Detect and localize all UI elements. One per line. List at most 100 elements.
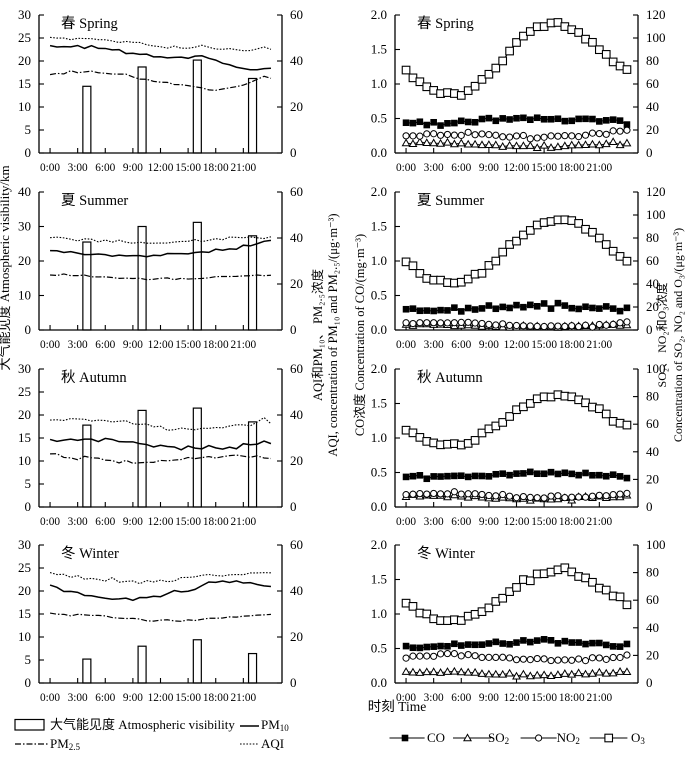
svg-text:0: 0 bbox=[25, 675, 32, 690]
svg-text:15: 15 bbox=[18, 430, 31, 445]
svg-text:60: 60 bbox=[290, 537, 303, 552]
svg-text:40: 40 bbox=[290, 230, 303, 245]
svg-text:15:00: 15:00 bbox=[531, 339, 557, 351]
svg-text:60: 60 bbox=[290, 184, 303, 199]
svg-text:1.5: 1.5 bbox=[371, 219, 387, 234]
svg-text:AQI, concentration of PM₁₀ and: AQI, concentration of PM₁₀ and PM₂.₅/(μg… bbox=[326, 213, 340, 456]
svg-text:80: 80 bbox=[646, 565, 659, 580]
svg-text:15:00: 15:00 bbox=[531, 162, 557, 174]
svg-text:2.0: 2.0 bbox=[371, 361, 387, 376]
svg-text:1.0: 1.0 bbox=[371, 430, 387, 445]
svg-text:60: 60 bbox=[290, 361, 303, 376]
svg-text:3:00: 3:00 bbox=[68, 516, 88, 528]
svg-text:2.0: 2.0 bbox=[371, 537, 387, 552]
svg-text:CO浓度 Concentration of CO/(mg·m: CO浓度 Concentration of CO/(mg·m⁻³) bbox=[352, 234, 367, 436]
svg-text:1.0: 1.0 bbox=[371, 253, 387, 268]
svg-text:20: 20 bbox=[290, 276, 303, 291]
svg-text:10: 10 bbox=[18, 629, 31, 644]
svg-text:120: 120 bbox=[646, 7, 666, 22]
svg-text:0.0: 0.0 bbox=[371, 322, 387, 337]
svg-text:3:00: 3:00 bbox=[424, 516, 444, 528]
svg-text:秋 Autumn: 秋 Autumn bbox=[417, 369, 483, 386]
svg-text:40: 40 bbox=[290, 53, 303, 68]
svg-text:6:00: 6:00 bbox=[95, 692, 115, 704]
svg-text:21:00: 21:00 bbox=[586, 692, 612, 704]
svg-text:0.0: 0.0 bbox=[371, 499, 387, 514]
svg-text:20: 20 bbox=[646, 471, 659, 486]
svg-text:12:00: 12:00 bbox=[504, 162, 530, 174]
svg-text:1.5: 1.5 bbox=[371, 42, 387, 57]
svg-text:12:00: 12:00 bbox=[148, 162, 174, 174]
svg-text:18:00: 18:00 bbox=[559, 516, 585, 528]
svg-text:18:00: 18:00 bbox=[203, 339, 229, 351]
svg-text:120: 120 bbox=[646, 184, 666, 199]
svg-text:12:00: 12:00 bbox=[148, 516, 174, 528]
svg-text:6:00: 6:00 bbox=[95, 516, 115, 528]
svg-text:30: 30 bbox=[18, 7, 31, 22]
svg-text:40: 40 bbox=[646, 99, 659, 114]
svg-text:18:00: 18:00 bbox=[203, 692, 229, 704]
svg-text:1.5: 1.5 bbox=[371, 572, 387, 587]
svg-text:20: 20 bbox=[18, 407, 31, 422]
svg-text:6:00: 6:00 bbox=[451, 692, 471, 704]
svg-text:18:00: 18:00 bbox=[559, 692, 585, 704]
svg-text:20: 20 bbox=[646, 647, 659, 662]
svg-text:15: 15 bbox=[18, 76, 31, 91]
svg-text:0: 0 bbox=[290, 145, 297, 160]
svg-text:0: 0 bbox=[290, 499, 297, 514]
svg-text:21:00: 21:00 bbox=[586, 516, 612, 528]
svg-text:0.5: 0.5 bbox=[371, 288, 387, 303]
svg-text:6:00: 6:00 bbox=[95, 339, 115, 351]
svg-text:Concentration of SO₂, NO₂ and: Concentration of SO₂, NO₂ and O₃/(μg·m⁻³… bbox=[671, 228, 685, 442]
svg-text:60: 60 bbox=[646, 76, 659, 91]
svg-text:60: 60 bbox=[646, 592, 659, 607]
svg-text:0:00: 0:00 bbox=[396, 516, 416, 528]
svg-text:9:00: 9:00 bbox=[479, 339, 499, 351]
svg-text:6:00: 6:00 bbox=[451, 516, 471, 528]
svg-text:0: 0 bbox=[25, 322, 32, 337]
svg-text:100: 100 bbox=[646, 537, 666, 552]
svg-text:15:00: 15:00 bbox=[175, 692, 201, 704]
svg-text:100: 100 bbox=[646, 30, 666, 45]
svg-text:0.5: 0.5 bbox=[371, 641, 387, 656]
svg-text:0: 0 bbox=[646, 499, 653, 514]
svg-text:0: 0 bbox=[25, 145, 32, 160]
svg-text:冬 Winter: 冬 Winter bbox=[417, 545, 475, 562]
svg-text:10: 10 bbox=[18, 288, 31, 303]
svg-text:0:00: 0:00 bbox=[396, 339, 416, 351]
svg-text:3:00: 3:00 bbox=[424, 162, 444, 174]
svg-text:冬 Winter: 冬 Winter bbox=[61, 545, 119, 562]
svg-text:5: 5 bbox=[25, 652, 32, 667]
svg-text:3:00: 3:00 bbox=[424, 692, 444, 704]
svg-text:0.5: 0.5 bbox=[371, 465, 387, 480]
svg-text:CO: CO bbox=[427, 730, 445, 745]
svg-text:0: 0 bbox=[290, 675, 297, 690]
svg-text:20: 20 bbox=[18, 53, 31, 68]
svg-text:5: 5 bbox=[25, 476, 32, 491]
svg-text:6:00: 6:00 bbox=[451, 162, 471, 174]
svg-text:25: 25 bbox=[18, 30, 31, 45]
svg-text:9:00: 9:00 bbox=[479, 162, 499, 174]
svg-text:40: 40 bbox=[290, 407, 303, 422]
svg-text:40: 40 bbox=[290, 583, 303, 598]
svg-text:21:00: 21:00 bbox=[230, 516, 256, 528]
svg-text:15:00: 15:00 bbox=[175, 516, 201, 528]
svg-text:0:00: 0:00 bbox=[40, 692, 60, 704]
svg-text:大气能见度 Atmospheric visibility: 大气能见度 Atmospheric visibility bbox=[50, 717, 235, 732]
svg-text:夏 Summer: 夏 Summer bbox=[417, 193, 484, 209]
svg-text:60: 60 bbox=[646, 416, 659, 431]
svg-text:9:00: 9:00 bbox=[123, 516, 143, 528]
svg-text:12:00: 12:00 bbox=[504, 516, 530, 528]
svg-text:12:00: 12:00 bbox=[148, 339, 174, 351]
svg-text:21:00: 21:00 bbox=[230, 339, 256, 351]
svg-text:15:00: 15:00 bbox=[531, 516, 557, 528]
svg-text:20: 20 bbox=[18, 583, 31, 598]
svg-text:10: 10 bbox=[18, 99, 31, 114]
svg-text:3:00: 3:00 bbox=[424, 339, 444, 351]
svg-text:0: 0 bbox=[290, 322, 297, 337]
svg-text:2.0: 2.0 bbox=[371, 7, 387, 22]
svg-text:20: 20 bbox=[646, 122, 659, 137]
svg-text:18:00: 18:00 bbox=[203, 162, 229, 174]
svg-text:20: 20 bbox=[290, 99, 303, 114]
svg-text:0.5: 0.5 bbox=[371, 111, 387, 126]
